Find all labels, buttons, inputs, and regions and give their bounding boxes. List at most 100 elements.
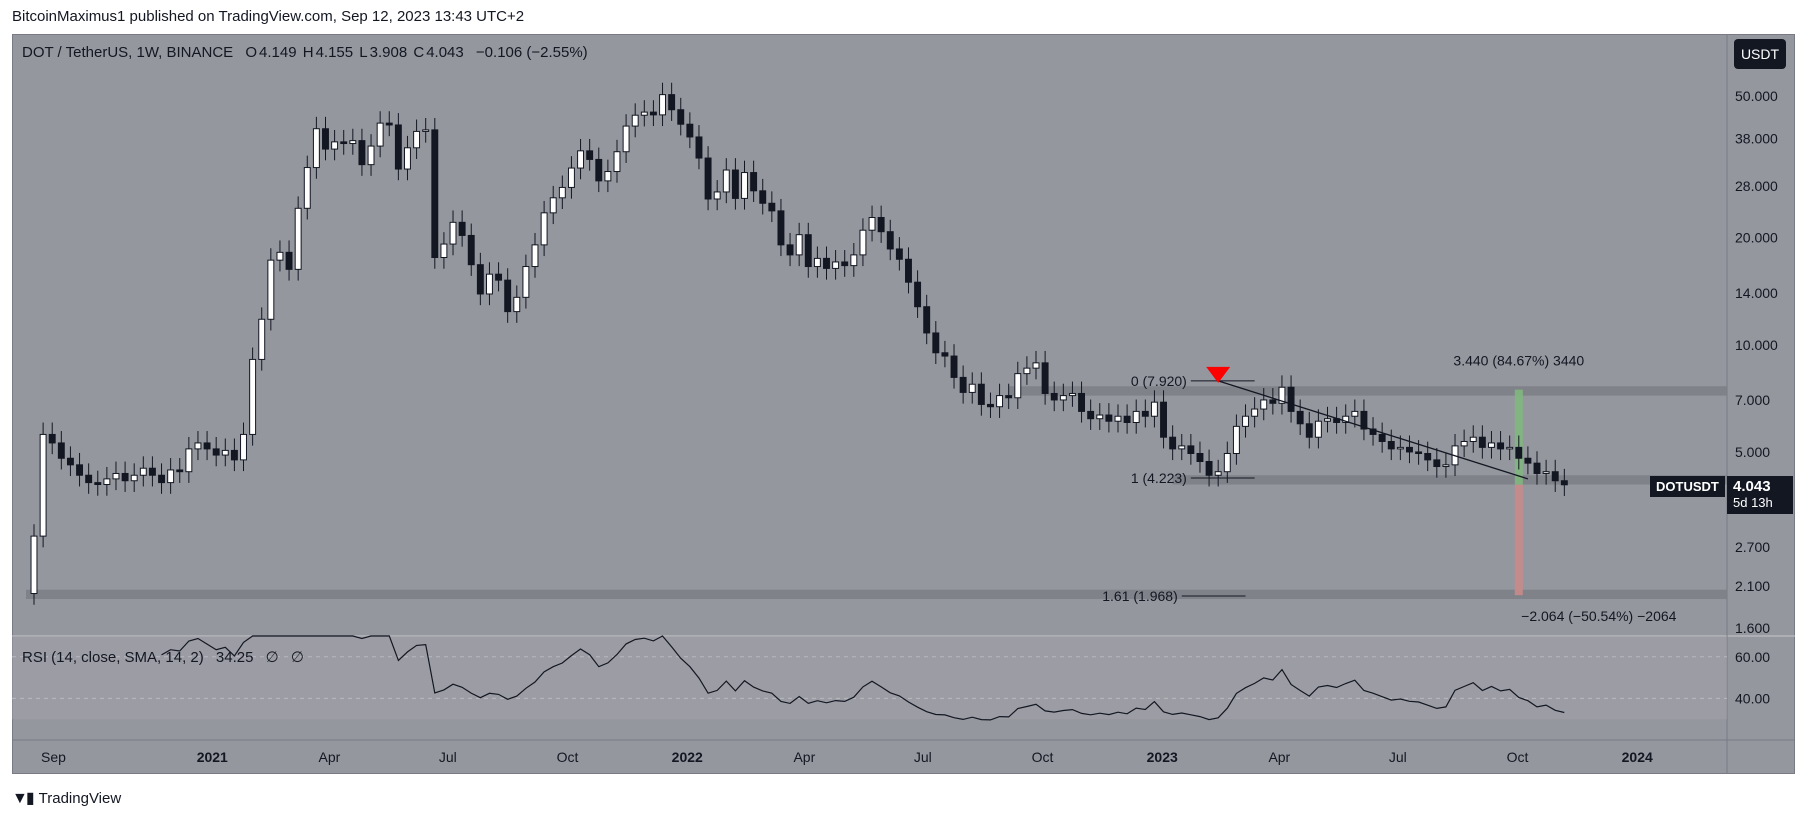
descending-trendline: [1217, 380, 1529, 480]
rsi-value: 34.25: [215, 649, 254, 666]
candle-down: [1415, 451, 1423, 454]
candle-down: [1433, 459, 1441, 468]
candle-down: [668, 94, 676, 111]
time-tick-label: Oct: [1032, 749, 1054, 765]
candle-down: [1050, 392, 1058, 401]
candle-up: [1178, 445, 1186, 450]
candle-down: [1041, 362, 1049, 394]
candle-down: [458, 221, 466, 236]
candle-up: [577, 150, 585, 169]
candle-down: [1406, 446, 1413, 453]
candle-down: [1105, 414, 1113, 422]
candle-up: [39, 433, 47, 537]
candle-down: [176, 469, 184, 473]
price-tick-label: 38.000: [1735, 131, 1778, 147]
candle-down: [476, 264, 484, 295]
candle-up: [1442, 464, 1450, 468]
candle-up: [1342, 415, 1350, 423]
candle-down: [1305, 423, 1313, 438]
rsi-na-2: ∅: [290, 649, 304, 666]
rsi-na-1: ∅: [265, 649, 279, 666]
candle-up: [1278, 386, 1286, 404]
candle-up: [112, 472, 120, 480]
candle-up: [1351, 410, 1359, 417]
candle-up: [1460, 440, 1468, 447]
candle-up: [294, 207, 302, 270]
candle-up: [331, 141, 339, 150]
candle-down: [877, 217, 885, 233]
candle-down: [923, 306, 931, 334]
candle-up: [522, 266, 530, 298]
candle-down: [148, 467, 156, 476]
candle-down: [230, 449, 238, 461]
candle-down: [959, 376, 967, 393]
low-label: L: [359, 44, 368, 61]
chart-area[interactable]: [12, 34, 1795, 774]
candle-down: [932, 332, 940, 354]
candle-up: [1014, 373, 1022, 399]
open-value: 4.149: [259, 44, 297, 61]
candle-up: [1542, 471, 1550, 474]
candle-up: [422, 129, 430, 132]
candle-up: [1324, 418, 1331, 422]
time-tick-label: 2022: [672, 749, 703, 765]
time-tick-label: Jul: [1389, 749, 1407, 765]
candle-up: [413, 130, 421, 149]
price-tick-label: 7.000: [1735, 392, 1770, 408]
candle-down: [1005, 395, 1013, 399]
currency-button[interactable]: USDT: [1734, 39, 1786, 69]
fib-0-label: 0 (7.920): [1131, 373, 1187, 389]
high-label: H: [302, 44, 314, 61]
candle-down: [986, 403, 994, 408]
candle-up: [167, 469, 175, 484]
candle-down: [841, 261, 849, 267]
rsi-legend[interactable]: RSI (14, close, SMA, 14, 2) 34.25 ∅ ∅: [22, 648, 304, 666]
candle-up: [440, 243, 448, 258]
candle-down: [1369, 428, 1377, 435]
candle-down: [322, 128, 329, 150]
high-value: 4.155: [315, 44, 354, 61]
candle-up: [659, 94, 666, 116]
candle-down: [394, 124, 402, 170]
candle-up: [531, 244, 539, 268]
candle-up: [258, 318, 266, 360]
candle-down: [1524, 457, 1532, 464]
candle-down: [977, 383, 985, 405]
candle-down: [804, 234, 812, 268]
candle-up: [303, 167, 311, 209]
candle-up: [1068, 392, 1076, 397]
candle-down: [1087, 410, 1095, 420]
candle-down: [1497, 442, 1505, 450]
candle-up: [221, 449, 229, 456]
symbol-legend[interactable]: DOT / TetherUS, 1W, BINANCE O 4.149 H 4.15…: [22, 44, 590, 61]
candle-down: [48, 433, 56, 444]
candle-up: [795, 234, 803, 256]
fib-1-label: 1 (4.223): [1131, 470, 1187, 486]
candle-up: [267, 259, 275, 320]
candle-down: [905, 258, 912, 283]
candle-down: [768, 202, 776, 212]
rsi-tick-label: 60.00: [1735, 649, 1770, 665]
rsi-title[interactable]: RSI (14, close, SMA, 14, 2): [22, 649, 204, 666]
candle-up: [1469, 436, 1477, 442]
candle-down: [1141, 410, 1149, 417]
candle-down: [586, 150, 594, 160]
candle-down: [1296, 410, 1304, 425]
candle-up: [567, 167, 575, 188]
candle-up: [1096, 414, 1104, 420]
candle-down: [1205, 461, 1213, 476]
candle-down: [759, 190, 767, 204]
candle-down: [1123, 415, 1131, 423]
candle-down: [495, 273, 503, 281]
support-band-mid: [1172, 475, 1727, 485]
symbol-title[interactable]: DOT / TetherUS, 1W, BINANCE: [22, 44, 234, 61]
candle-down: [1287, 386, 1295, 412]
candle-down: [285, 251, 293, 270]
close-label: C: [413, 44, 425, 61]
last-price-tag: 4.043 5d 13h: [1727, 476, 1793, 514]
time-tick-label: Jul: [914, 749, 932, 765]
candle-down: [1478, 436, 1486, 448]
tradingview-brand[interactable]: ▼▮ TradingView: [12, 788, 121, 808]
candle-up: [194, 442, 202, 450]
